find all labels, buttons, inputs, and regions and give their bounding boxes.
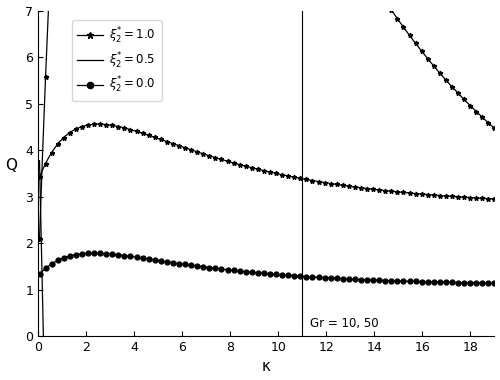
Legend: $\xi^{*}_{2} = 1.0$, $\xi^{*}_{2} = 0.5$, $\xi^{*}_{2} = 0.0$: $\xi^{*}_{2} = 1.0$, $\xi^{*}_{2} = 0.5$…	[72, 20, 162, 101]
X-axis label: κ: κ	[262, 359, 271, 374]
Y-axis label: Q: Q	[6, 158, 18, 173]
Text: Gr = 10, 50: Gr = 10, 50	[310, 317, 378, 331]
